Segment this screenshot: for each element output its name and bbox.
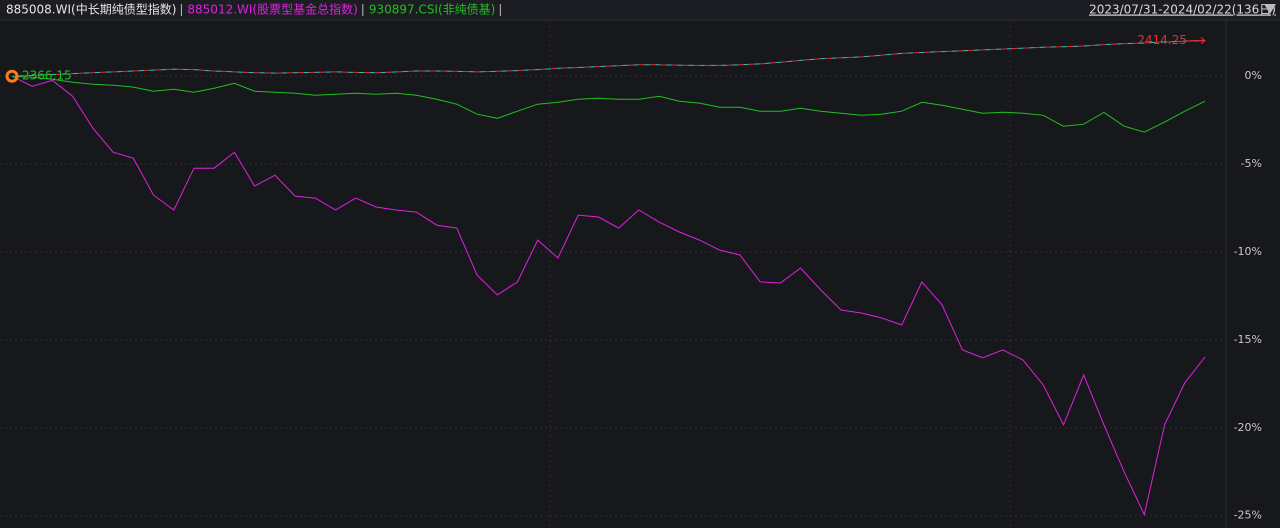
- series-line: [11, 75, 1206, 133]
- series-line: [11, 75, 1206, 517]
- legend-entry: 885008.WI(中长期纯债型指数): [6, 2, 176, 17]
- legend-entry: 930897.CSI(非纯债基): [369, 3, 496, 17]
- start-marker: [5, 69, 19, 83]
- header-bar: [0, 0, 1280, 20]
- series-line: [11, 40, 1206, 77]
- legend-entry: 885012.WI(股票型基金总指数): [187, 2, 357, 17]
- y-tick-label: -10%: [1234, 245, 1262, 258]
- y-tick-label: 0%: [1245, 69, 1262, 82]
- y-tick-label: -20%: [1234, 421, 1262, 434]
- end-label: 2414.25: [1137, 33, 1187, 47]
- y-tick-label: -25%: [1234, 509, 1262, 522]
- y-tick-label: -5%: [1241, 157, 1262, 170]
- date-range[interactable]: 2023/07/31-2024/02/22(136日): [1089, 3, 1276, 17]
- start-label: 2366.15: [22, 69, 72, 83]
- y-tick-label: -15%: [1234, 333, 1262, 346]
- menu-triangle: [1264, 4, 1276, 14]
- end-arrow: [1189, 37, 1206, 44]
